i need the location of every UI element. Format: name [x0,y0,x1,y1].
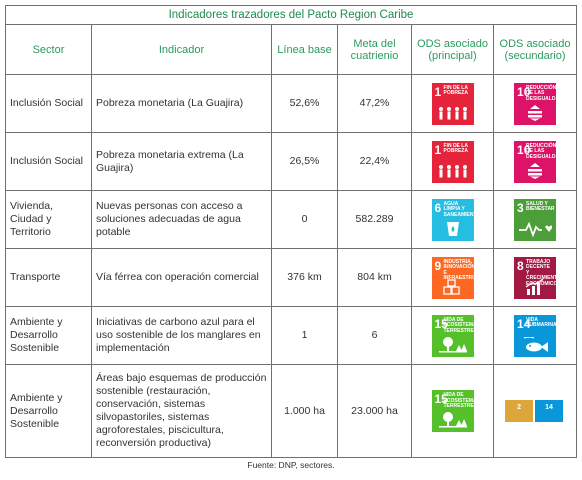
sdg-6-icon: 6 AGUA LIMPIA Y SANEAMIENTO [431,198,474,241]
cell-sector: Ambiente y Desarrollo Sostenible [5,306,92,365]
table-row: Transporte Vía férrea con operación come… [5,248,578,307]
cell-sector: Inclusión Social [5,132,92,191]
table-row: Vivienda, Ciudad y Territorio Nuevas per… [5,190,578,249]
sdg-14-icon: 14 [535,400,564,422]
header-indicador: Indicador [91,24,272,75]
table-row: Ambiente y Desarrollo Sostenible Iniciat… [5,306,578,365]
sdg-pair-icons: 2 14 [505,400,565,422]
sdg-1-icon: 1 FIN DE LA POBREZA [431,82,474,125]
indicators-table: Indicadores trazadores del Pacto Region … [4,5,578,458]
cell-meta: 23.000 ha [337,364,412,458]
cell-linea-base: 1.000 ha [271,364,338,458]
sdg-14-icon: 14 VIDA SUBMARINA [514,314,557,357]
cell-meta: 582.289 [337,190,412,249]
indicators-table-wrap: Indicadores trazadores del Pacto Region … [4,5,578,458]
cell-indicador: Pobreza monetaria extrema (La Guajira) [91,132,272,191]
sdg-1-icon: 1 FIN DE LA POBREZA [431,140,474,183]
cell-linea-base: 26,5% [271,132,338,191]
cell-meta: 47,2% [337,74,412,133]
cell-linea-base: 0 [271,190,338,249]
header-linea-base: Línea base [271,24,338,75]
cell-meta: 804 km [337,248,412,307]
cell-sector: Ambiente y Desarrollo Sostenible [5,364,92,458]
table-row: Ambiente y Desarrollo Sostenible Áreas b… [5,364,578,458]
cell-linea-base: 376 km [271,248,338,307]
cell-sector: Transporte [5,248,92,307]
header-ods-secundario: ODS asociado (secundario) [492,24,578,75]
sdg-3-icon: 3 SALUD Y BIENESTAR [514,198,557,241]
cell-sector: Inclusión Social [5,74,92,133]
sdg-15-icon: 15 VIDA DE ECOSISTEMAS TERRESTRES [431,314,474,357]
cell-indicador: Áreas bajo esquemas de producción sosten… [91,364,272,458]
table-title: Indicadores trazadores del Pacto Region … [4,5,578,25]
cell-sector: Vivienda, Ciudad y Territorio [5,190,92,249]
sdg-10-icon: 10 REDUCCIÓN DE LAS DESIGUALDADES [514,140,557,183]
table-row: Inclusión Social Pobreza monetaria (La G… [5,74,578,133]
header-meta: Meta del cuatrienio [337,24,412,75]
cell-indicador: Vía férrea con operación comercial [91,248,272,307]
cell-indicador: Nuevas personas con acceso a soluciones … [91,190,272,249]
header-ods-principal: ODS asociado (principal) [411,24,494,75]
sdg-2-icon: 2 [505,400,534,422]
sdg-8-icon: 8 TRABAJO DECENTE Y CRECIMIENTO ECONÓMIC… [514,256,557,299]
header-sector: Sector [5,24,92,75]
cell-meta: 22,4% [337,132,412,191]
table-row: Inclusión Social Pobreza monetaria extre… [5,132,578,191]
cell-indicador: Pobreza monetaria (La Guajira) [91,74,272,133]
cell-linea-base: 1 [271,306,338,365]
cell-indicador: Iniciativas de carbono azul para el uso … [91,306,272,365]
source-note: Fuente: DNP, sectores. [247,460,335,470]
cell-meta: 6 [337,306,412,365]
sdg-15-icon: 15 VIDA DE ECOSISTEMAS TERRESTRES [431,390,474,432]
cell-linea-base: 52,6% [271,74,338,133]
sdg-10-icon: 10 REDUCCIÓN DE LAS DESIGUALDADES [514,82,557,125]
sdg-9-icon: 9 INDUSTRIA, INNOVACIÓN E INFRAESTRUCTUR… [431,256,474,299]
